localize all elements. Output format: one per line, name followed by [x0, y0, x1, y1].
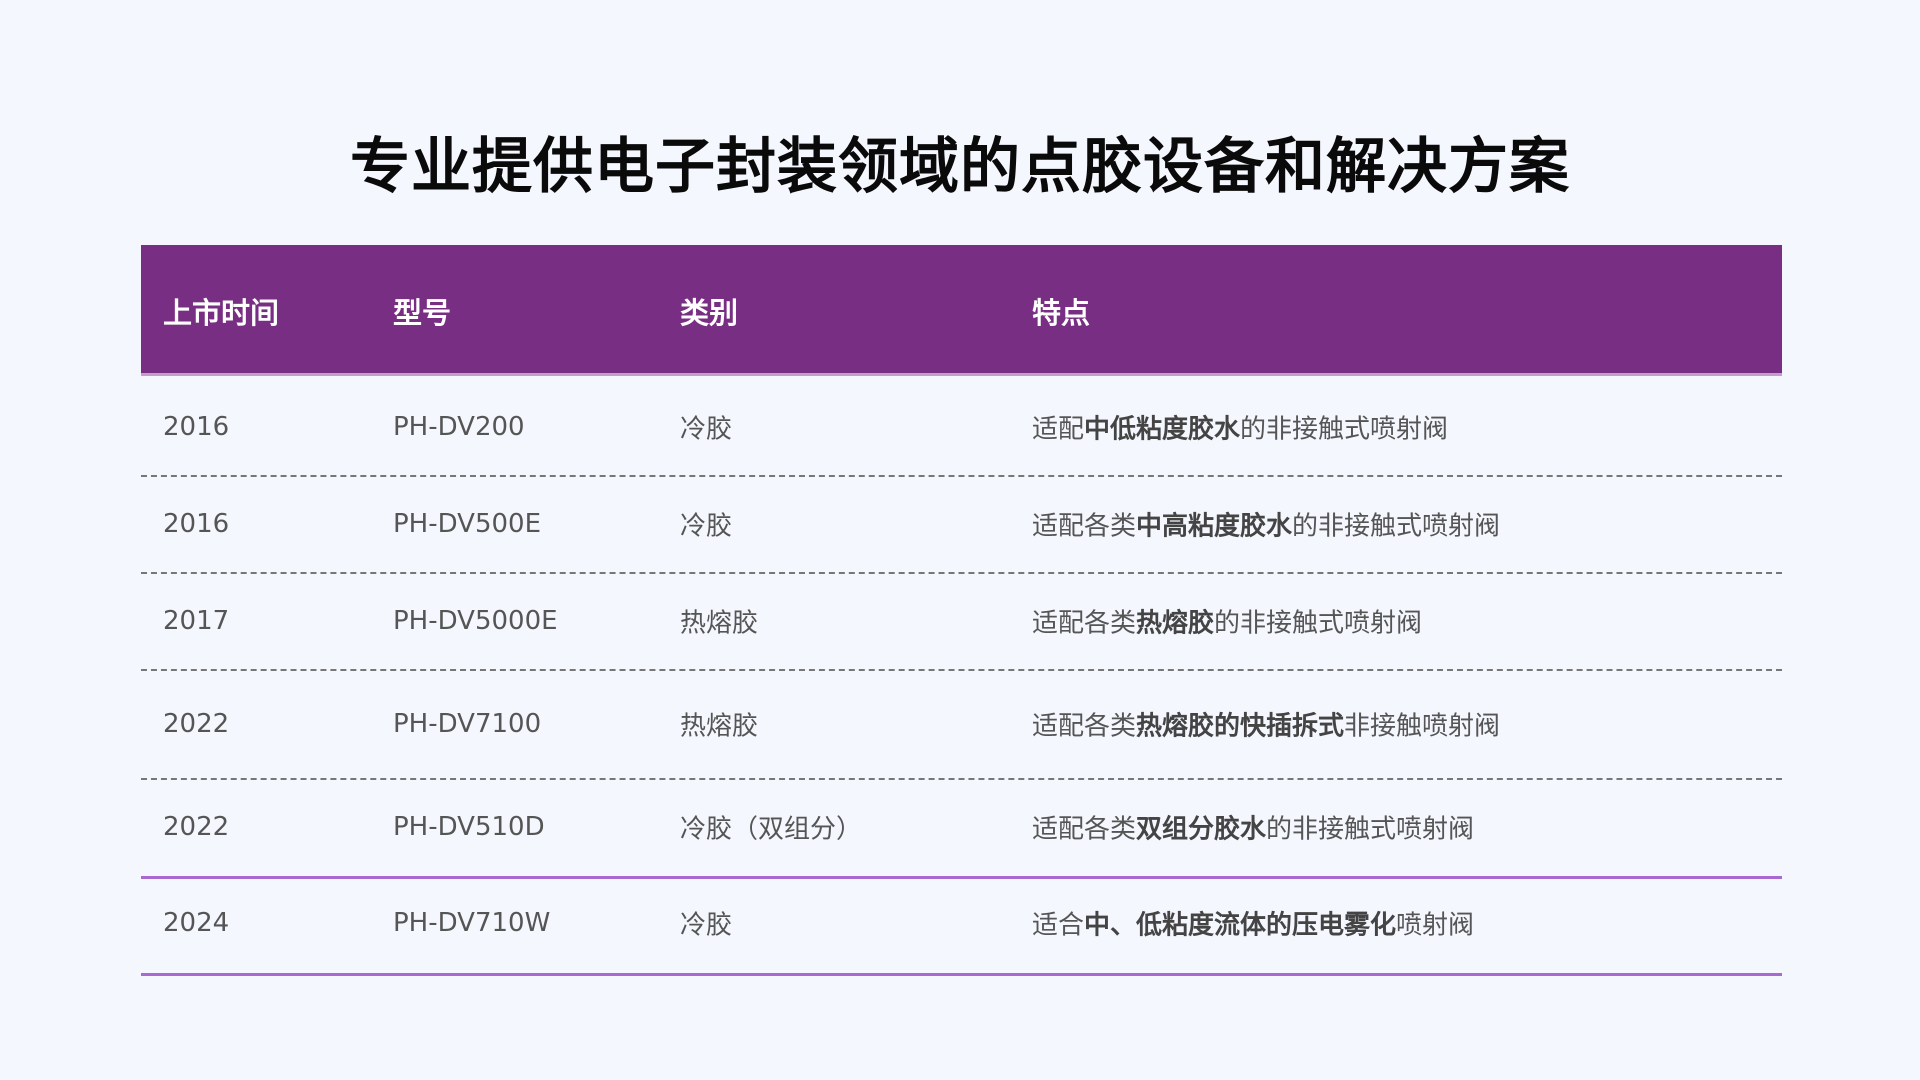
feature-text: 适配各类	[1032, 608, 1137, 639]
row-divider	[141, 669, 1782, 671]
cell-model: PH-DV500E	[393, 509, 542, 539]
cell-launch-time: 2024	[163, 908, 230, 938]
cell-category: 冷胶（双组分）	[680, 814, 863, 845]
cell-launch-time: 2022	[163, 709, 230, 739]
cell-features: 适配各类热熔胶的快插拆式非接触喷射阀	[1032, 706, 1500, 743]
feature-highlight: 中低粘度胶水	[1084, 414, 1241, 445]
feature-text: 适配各类	[1032, 814, 1137, 845]
row-divider	[141, 572, 1782, 574]
table-header: 上市时间 型号 类别 特点	[141, 245, 1782, 376]
cell-model: PH-DV200	[393, 412, 525, 442]
feature-text: 适合	[1032, 910, 1085, 941]
header-model: 型号	[393, 296, 452, 330]
page-title: 专业提供电子封装领域的点胶设备和解决方案	[350, 132, 1570, 202]
cell-category: 冷胶	[680, 414, 733, 445]
cell-features: 适配中低粘度胶水的非接触式喷射阀	[1032, 409, 1448, 446]
feature-highlight: 中高粘度胶水	[1136, 511, 1293, 542]
cell-category: 冷胶	[680, 910, 733, 941]
feature-text: 喷射阀	[1396, 910, 1475, 941]
cell-model: PH-DV710W	[393, 908, 551, 938]
row-divider	[141, 973, 1782, 976]
cell-category: 热熔胶	[680, 711, 759, 742]
feature-text: 的非接触式喷射阀	[1266, 814, 1475, 845]
feature-text: 适配各类	[1032, 511, 1137, 542]
cell-category: 热熔胶	[680, 608, 759, 639]
row-divider	[141, 475, 1782, 477]
cell-model: PH-DV7100	[393, 709, 542, 739]
header-category: 类别	[680, 296, 739, 330]
feature-text: 的非接触式喷射阀	[1240, 414, 1449, 445]
feature-highlight: 热熔胶	[1136, 608, 1215, 639]
header-launch-time: 上市时间	[163, 296, 280, 330]
feature-text: 适配	[1032, 414, 1085, 445]
cell-launch-time: 2022	[163, 812, 230, 842]
cell-features: 适配各类双组分胶水的非接触式喷射阀	[1032, 809, 1474, 846]
cell-category: 冷胶	[680, 511, 733, 542]
cell-model: PH-DV510D	[393, 812, 545, 842]
feature-text: 的非接触式喷射阀	[1214, 608, 1423, 639]
cell-features: 适配各类中高粘度胶水的非接触式喷射阀	[1032, 506, 1500, 543]
row-divider	[141, 778, 1782, 780]
cell-launch-time: 2017	[163, 606, 230, 636]
feature-highlight: 热熔胶的快插拆式	[1136, 711, 1345, 742]
header-features: 特点	[1032, 296, 1091, 330]
cell-features: 适配各类热熔胶的非接触式喷射阀	[1032, 603, 1422, 640]
feature-text: 非接触喷射阀	[1344, 711, 1501, 742]
cell-features: 适合中、低粘度流体的压电雾化喷射阀	[1032, 905, 1474, 942]
feature-highlight: 中、低粘度流体的压电雾化	[1084, 910, 1397, 941]
row-divider	[141, 876, 1782, 879]
cell-launch-time: 2016	[163, 509, 230, 539]
cell-launch-time: 2016	[163, 412, 230, 442]
feature-highlight: 双组分胶水	[1136, 814, 1267, 845]
feature-text: 的非接触式喷射阀	[1292, 511, 1501, 542]
feature-text: 适配各类	[1032, 711, 1137, 742]
cell-model: PH-DV5000E	[393, 606, 558, 636]
